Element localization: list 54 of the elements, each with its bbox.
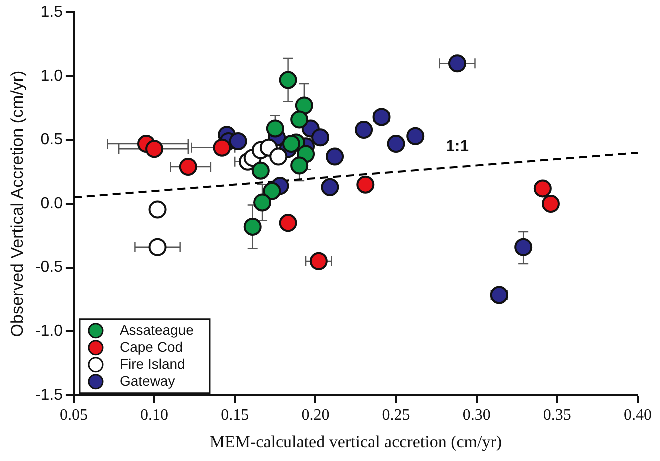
point [290, 110, 309, 129]
point [490, 286, 508, 304]
point [295, 96, 314, 115]
legend-label: Cape Cod [120, 338, 184, 355]
point [514, 238, 533, 256]
point [355, 120, 374, 139]
annotation: 1:1 [446, 138, 470, 156]
y-tick-label: 0.0 [40, 195, 64, 212]
y-tick-label: -1.0 [35, 323, 64, 340]
point [270, 148, 288, 166]
x-tick-label: 0.10 [140, 407, 169, 424]
y-tick-label: -0.5 [35, 259, 64, 276]
x-tick-label: 0.40 [624, 407, 652, 424]
x-tick-label: 0.15 [221, 407, 250, 424]
x-tick-label: 0.30 [462, 407, 491, 424]
y-tick-label: 1.5 [40, 4, 64, 22]
y-tick-label: -1.5 [35, 386, 64, 404]
point [279, 214, 298, 232]
y-tick-label: 0.5 [40, 132, 64, 149]
point [279, 71, 298, 90]
point [372, 108, 391, 126]
point [148, 238, 167, 256]
legend-label: Assateague [120, 322, 194, 338]
point [179, 158, 198, 176]
point [387, 135, 406, 154]
point [310, 252, 328, 270]
point [213, 138, 232, 157]
x-tick-label: 0.20 [302, 407, 330, 424]
point [321, 178, 340, 196]
point [290, 156, 309, 175]
legend-label: Gateway [120, 372, 176, 389]
point [326, 148, 344, 166]
point [252, 162, 270, 180]
point [448, 54, 467, 73]
point [356, 176, 375, 194]
y-tick-label: 1.0 [40, 68, 64, 85]
point [263, 182, 282, 200]
x-tick-label: 0.35 [543, 407, 572, 424]
point [148, 200, 167, 219]
point [542, 195, 560, 213]
y-axis-title: Observed Vertical Accretion (cm/yr) [8, 70, 27, 338]
point [282, 135, 301, 154]
x-tick-label: 0.05 [60, 407, 88, 424]
point [146, 140, 164, 158]
x-tick-label: 0.25 [382, 407, 410, 424]
point [534, 180, 552, 198]
point [312, 128, 330, 147]
point [406, 127, 425, 146]
x-axis-title: MEM-calculated vertical accretion (cm/yr) [210, 432, 502, 452]
legend-label: Fire Island [120, 356, 186, 372]
point [254, 194, 272, 212]
point [266, 120, 284, 138]
point [244, 218, 262, 236]
point [229, 132, 248, 150]
